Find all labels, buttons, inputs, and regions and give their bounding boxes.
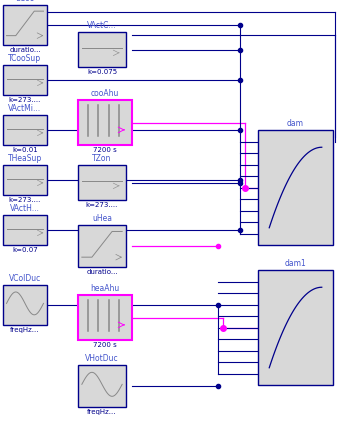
Bar <box>78 165 126 200</box>
Text: 7200 s: 7200 s <box>93 342 117 348</box>
Bar <box>3 65 47 95</box>
Text: cooAhu: cooAhu <box>91 89 119 98</box>
Text: freqHz...: freqHz... <box>10 327 40 333</box>
Text: dam: dam <box>287 119 304 128</box>
Text: k=273....: k=273.... <box>9 197 41 203</box>
Text: k=0.01: k=0.01 <box>12 147 38 153</box>
Bar <box>3 215 47 245</box>
Text: dam1: dam1 <box>284 259 307 268</box>
Bar <box>3 165 47 195</box>
Text: VActMi...: VActMi... <box>9 104 42 113</box>
Text: VActC...: VActC... <box>87 21 117 30</box>
Text: uCoo: uCoo <box>15 0 35 3</box>
Text: TZon: TZon <box>92 154 112 163</box>
Bar <box>78 32 126 67</box>
Bar <box>78 100 132 145</box>
Bar <box>78 295 132 340</box>
Bar <box>78 365 126 407</box>
Text: heaAhu: heaAhu <box>90 284 120 293</box>
Text: TCooSup: TCooSup <box>9 54 42 63</box>
Text: freqHz...: freqHz... <box>87 409 117 415</box>
Text: duratio...: duratio... <box>86 269 118 275</box>
Bar <box>3 5 47 45</box>
Text: VHotDuc: VHotDuc <box>85 354 119 363</box>
Text: VColDuc: VColDuc <box>9 274 41 283</box>
Bar <box>258 130 333 245</box>
Text: uHea: uHea <box>92 214 112 223</box>
Text: VActH...: VActH... <box>10 204 40 213</box>
Bar <box>3 285 47 325</box>
Text: k=273....: k=273.... <box>9 97 41 103</box>
Text: 7200 s: 7200 s <box>93 147 117 153</box>
Text: k=273....: k=273.... <box>86 202 118 208</box>
Text: k=0.07: k=0.07 <box>12 247 38 253</box>
Bar <box>78 225 126 267</box>
Text: THeaSup: THeaSup <box>8 154 42 163</box>
Bar <box>3 115 47 145</box>
Text: k=0.075: k=0.075 <box>87 69 117 75</box>
Bar <box>258 270 333 385</box>
Text: duratio...: duratio... <box>9 47 41 53</box>
